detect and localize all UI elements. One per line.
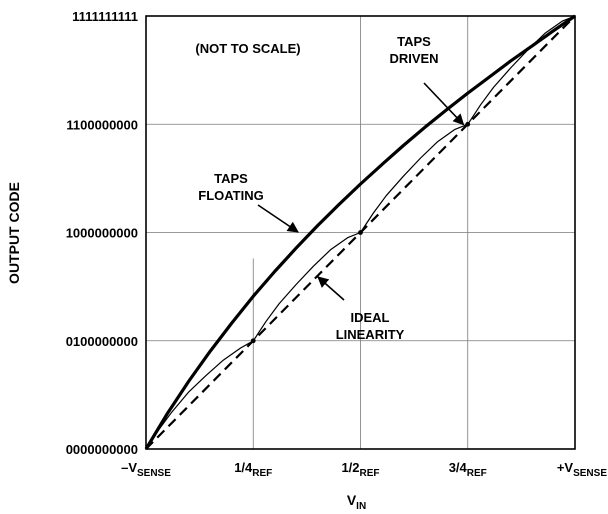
- labels: 0000000000 0100000000 1000000000 1100000000…: [6, 9, 607, 512]
- x-axis-title: VIN: [347, 492, 366, 512]
- x-tick-label-3: 3/4REF: [449, 460, 487, 479]
- annotation-ideal-linearity-line-0: IDEAL: [351, 310, 390, 325]
- x-tick-label-1: 1/4REF: [234, 460, 272, 479]
- series-ideal-line: [145, 15, 576, 450]
- series-floating-line: [144, 14, 576, 450]
- ideal-linearity-arrow: [317, 276, 345, 301]
- annotation-ideal-linearity-line-1: LINEARITY: [336, 327, 405, 342]
- plot-frame-rect: [145, 15, 576, 450]
- plot-frame: [145, 15, 576, 450]
- annotation-arrows: [257, 82, 465, 301]
- annotation-not-to-scale-line-0: (NOT TO SCALE): [195, 41, 300, 56]
- y-tick-label-4: 1111111111: [72, 9, 138, 24]
- annotation-taps-driven-line-0: TAPS: [397, 34, 431, 49]
- annotation-taps-driven-line-1: DRIVEN: [389, 51, 438, 66]
- y-tick-label-1: 0100000000: [66, 334, 138, 349]
- annotation-taps-floating-line-1: FLOATING: [198, 188, 263, 203]
- x-tick-label-4: +VSENSE: [557, 460, 607, 479]
- y-axis-title: OUTPUT CODE: [6, 182, 22, 284]
- y-tick-label-2: 1000000000: [66, 226, 138, 241]
- y-tick-label-0: 0000000000: [66, 442, 138, 457]
- annotation-taps-floating-line-0: TAPS: [214, 171, 248, 186]
- series-group: [144, 14, 576, 450]
- taps-floating-arrow: [257, 204, 299, 233]
- x-tick-label-2: 1/2REF: [341, 460, 379, 479]
- x-tick-label-0: –VSENSE: [121, 460, 171, 479]
- taps-driven-arrow: [423, 82, 465, 126]
- y-tick-label-3: 1100000000: [66, 117, 138, 132]
